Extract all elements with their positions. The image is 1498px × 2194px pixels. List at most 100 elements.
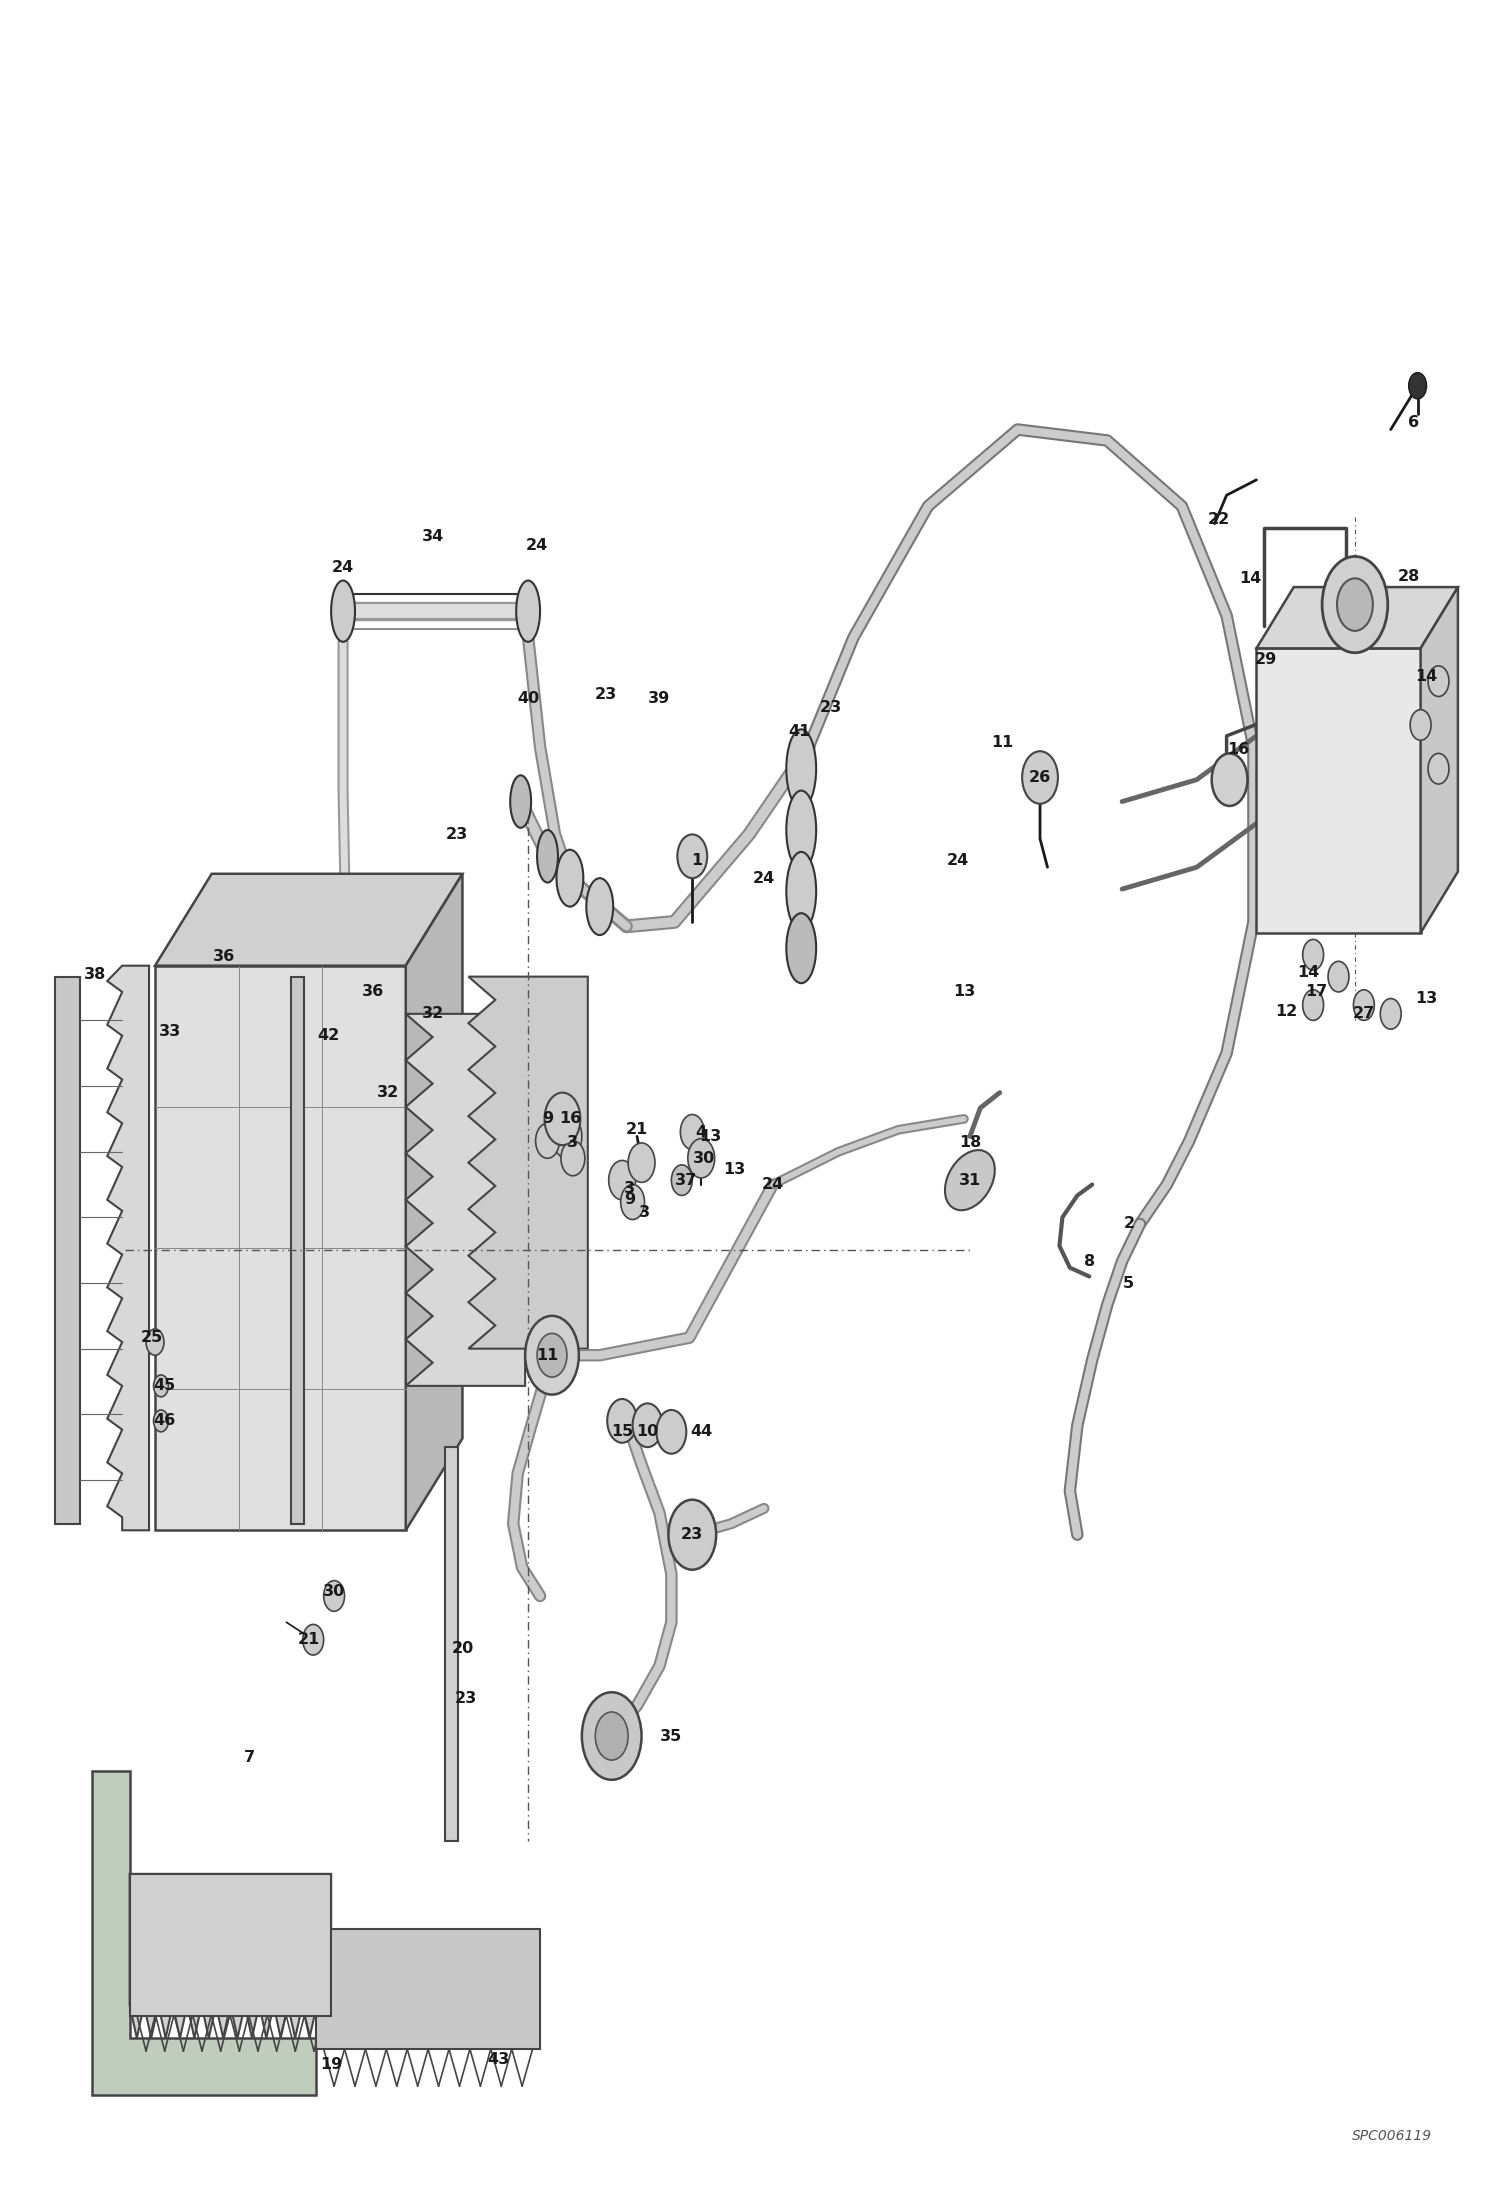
Text: 35: 35	[661, 1729, 683, 1744]
Polygon shape	[130, 1874, 331, 2016]
Ellipse shape	[517, 581, 541, 643]
Circle shape	[303, 1624, 324, 1654]
Text: 21: 21	[626, 1123, 649, 1136]
Circle shape	[551, 1115, 581, 1158]
Polygon shape	[108, 965, 148, 1529]
Circle shape	[145, 1330, 163, 1356]
Text: 22: 22	[1207, 511, 1230, 527]
Text: 8: 8	[1083, 1253, 1095, 1268]
Text: 4: 4	[695, 1126, 707, 1139]
Text: 13: 13	[700, 1130, 722, 1143]
Text: 42: 42	[318, 1029, 339, 1042]
Circle shape	[1428, 753, 1449, 783]
Polygon shape	[1420, 588, 1458, 932]
Text: 32: 32	[421, 1007, 443, 1022]
Circle shape	[1212, 753, 1248, 805]
Polygon shape	[406, 873, 463, 1529]
Text: 7: 7	[244, 1751, 255, 1766]
Text: 11: 11	[992, 735, 1014, 750]
Text: 43: 43	[487, 2051, 509, 2067]
Text: 29: 29	[1254, 652, 1276, 667]
Text: 14: 14	[1239, 570, 1261, 586]
Text: 23: 23	[595, 687, 617, 702]
Text: 24: 24	[947, 853, 969, 869]
Text: 24: 24	[526, 538, 548, 553]
Circle shape	[153, 1411, 168, 1433]
Circle shape	[677, 834, 707, 878]
Text: 36: 36	[213, 950, 235, 965]
Text: 9: 9	[542, 1112, 553, 1126]
Text: 16: 16	[559, 1112, 581, 1126]
Text: 31: 31	[959, 1172, 981, 1187]
Circle shape	[628, 1143, 655, 1183]
Text: 24: 24	[753, 871, 774, 886]
Circle shape	[1410, 709, 1431, 739]
Text: 39: 39	[649, 691, 671, 706]
Circle shape	[581, 1692, 641, 1779]
Text: 23: 23	[682, 1527, 704, 1542]
Text: 30: 30	[324, 1584, 345, 1599]
Circle shape	[656, 1411, 686, 1455]
Text: 30: 30	[694, 1152, 716, 1165]
Text: 10: 10	[637, 1424, 659, 1439]
Text: 24: 24	[333, 559, 354, 575]
Polygon shape	[93, 1771, 316, 2095]
Text: 3: 3	[625, 1180, 635, 1196]
Text: 24: 24	[762, 1176, 783, 1191]
Ellipse shape	[511, 774, 532, 827]
Text: 15: 15	[611, 1424, 634, 1439]
Circle shape	[536, 1123, 559, 1158]
Text: 45: 45	[153, 1378, 175, 1393]
Text: 18: 18	[959, 1136, 981, 1150]
Circle shape	[538, 1334, 566, 1378]
Circle shape	[545, 1093, 580, 1145]
Text: 12: 12	[1275, 1005, 1297, 1020]
Text: SPC006119: SPC006119	[1353, 2128, 1432, 2144]
Circle shape	[668, 1501, 716, 1569]
Ellipse shape	[786, 790, 816, 869]
Text: 40: 40	[517, 691, 539, 706]
Polygon shape	[55, 976, 81, 1525]
Polygon shape	[130, 1874, 331, 2038]
Text: 19: 19	[321, 2056, 342, 2071]
Polygon shape	[445, 1448, 458, 1841]
Ellipse shape	[786, 913, 816, 983]
Circle shape	[153, 1376, 168, 1398]
Polygon shape	[1257, 588, 1458, 649]
Text: 1: 1	[691, 853, 703, 869]
Circle shape	[608, 1161, 635, 1200]
Text: 36: 36	[363, 985, 383, 1000]
Circle shape	[526, 1316, 578, 1395]
Text: 37: 37	[676, 1172, 698, 1187]
Circle shape	[595, 1711, 628, 1760]
Text: 28: 28	[1398, 568, 1420, 584]
Text: 23: 23	[819, 700, 842, 715]
Text: 34: 34	[421, 529, 443, 544]
Circle shape	[671, 1165, 692, 1196]
Text: 13: 13	[724, 1161, 745, 1176]
Text: 32: 32	[376, 1086, 398, 1099]
Text: 20: 20	[451, 1641, 473, 1656]
Circle shape	[1428, 665, 1449, 695]
Circle shape	[688, 1139, 715, 1178]
Text: 27: 27	[1353, 1007, 1375, 1022]
Text: 17: 17	[1305, 985, 1327, 1000]
Text: 38: 38	[84, 968, 106, 983]
Text: 44: 44	[691, 1424, 713, 1439]
Text: 21: 21	[298, 1632, 321, 1648]
Text: 25: 25	[141, 1330, 163, 1345]
Circle shape	[1353, 989, 1374, 1020]
Circle shape	[607, 1400, 637, 1444]
Text: 6: 6	[1408, 415, 1419, 430]
Circle shape	[1408, 373, 1426, 399]
Circle shape	[1323, 557, 1387, 654]
Ellipse shape	[945, 1150, 995, 1211]
Text: 3: 3	[568, 1136, 578, 1150]
Circle shape	[620, 1185, 644, 1220]
Circle shape	[560, 1141, 584, 1176]
Polygon shape	[406, 1014, 526, 1387]
Text: 11: 11	[536, 1347, 559, 1362]
Circle shape	[1303, 989, 1324, 1020]
Text: 13: 13	[953, 985, 975, 1000]
Text: 14: 14	[1416, 669, 1438, 685]
